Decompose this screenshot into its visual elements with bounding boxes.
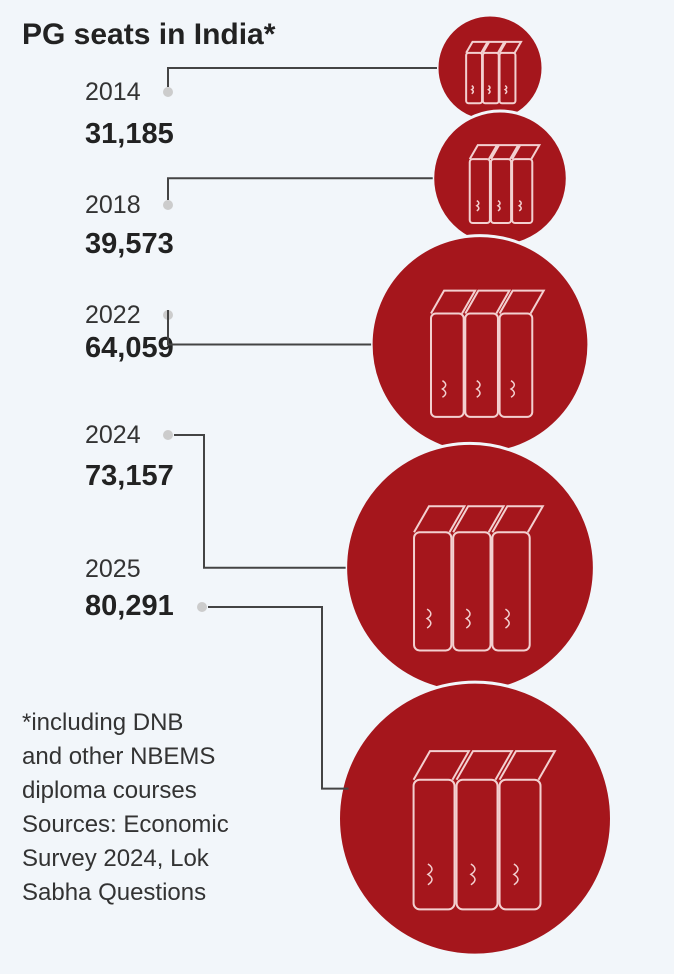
book-icon	[498, 312, 534, 418]
book-icon	[504, 608, 510, 629]
footnote: *including DNB	[22, 709, 183, 736]
year-label: 2024	[85, 421, 141, 449]
book-icon	[470, 85, 475, 95]
book-icon	[412, 750, 471, 781]
value-label: 80,291	[85, 590, 174, 622]
book-icon	[498, 778, 542, 911]
book-icon	[469, 863, 476, 886]
book-icon	[511, 144, 542, 160]
bubble	[337, 680, 613, 957]
book-icon	[468, 158, 491, 225]
book-icon	[481, 40, 507, 54]
book-icon	[464, 289, 512, 314]
bubble	[431, 109, 569, 248]
book-icon	[441, 380, 447, 398]
leader-line	[174, 434, 346, 569]
book-icon	[498, 40, 523, 54]
book-icon	[413, 505, 467, 533]
book-icon	[498, 51, 517, 105]
book-group	[413, 505, 545, 652]
book-icon	[491, 505, 545, 533]
footnote: diploma courses	[22, 777, 197, 804]
chart-title: PG seats in India*	[22, 18, 276, 51]
book-icon	[475, 380, 481, 398]
year-label: 2022	[85, 301, 141, 329]
book-group	[465, 40, 523, 105]
leader-line	[167, 310, 372, 346]
value-label: 39,573	[85, 228, 174, 260]
bubble	[344, 441, 596, 694]
book-icon	[468, 144, 499, 160]
book-group	[429, 289, 546, 418]
leader-dot	[163, 430, 173, 440]
book-icon	[517, 200, 522, 212]
leader-line	[167, 177, 433, 200]
book-icon	[429, 312, 465, 418]
book-icon	[452, 531, 492, 652]
book-icon	[464, 608, 471, 629]
value-label: 73,157	[85, 460, 174, 492]
leader-dot	[163, 87, 173, 97]
year-label: 2014	[85, 78, 141, 106]
book-icon	[487, 85, 491, 95]
book-icon	[455, 750, 514, 781]
bubble	[435, 13, 545, 123]
book-icon	[512, 863, 519, 886]
book-icon	[464, 312, 499, 418]
book-icon	[491, 531, 531, 652]
book-icon	[452, 505, 506, 533]
leader-dot	[163, 200, 173, 210]
book-icon	[489, 158, 513, 225]
year-label: 2025	[85, 555, 141, 583]
value-label: 31,185	[85, 118, 174, 150]
leader-line	[208, 606, 349, 790]
footnote: and other NBEMS	[22, 743, 215, 770]
book-icon	[509, 380, 516, 398]
year-label: 2018	[85, 191, 141, 219]
book-icon	[412, 778, 456, 911]
book-icon	[425, 608, 432, 629]
book-icon	[430, 289, 477, 314]
book-icon	[465, 40, 490, 54]
value-label: 64,059	[85, 332, 174, 364]
book-group	[468, 144, 542, 225]
book-icon	[455, 778, 499, 911]
book-icon	[498, 289, 546, 314]
bubble	[369, 234, 591, 455]
book-icon	[413, 531, 453, 652]
footnote: Sabha Questions	[22, 879, 206, 906]
leader-dot	[197, 602, 207, 612]
book-icon	[426, 863, 433, 886]
book-icon	[490, 144, 520, 160]
book-group	[412, 750, 557, 911]
leader-line	[167, 67, 437, 87]
book-icon	[511, 158, 534, 225]
book-icon	[503, 85, 508, 95]
footnote: Survey 2024, Lok	[22, 845, 210, 872]
book-icon	[496, 200, 501, 212]
book-icon	[475, 200, 480, 212]
footnote: Sources: Economic	[22, 811, 229, 838]
book-icon	[498, 750, 557, 781]
